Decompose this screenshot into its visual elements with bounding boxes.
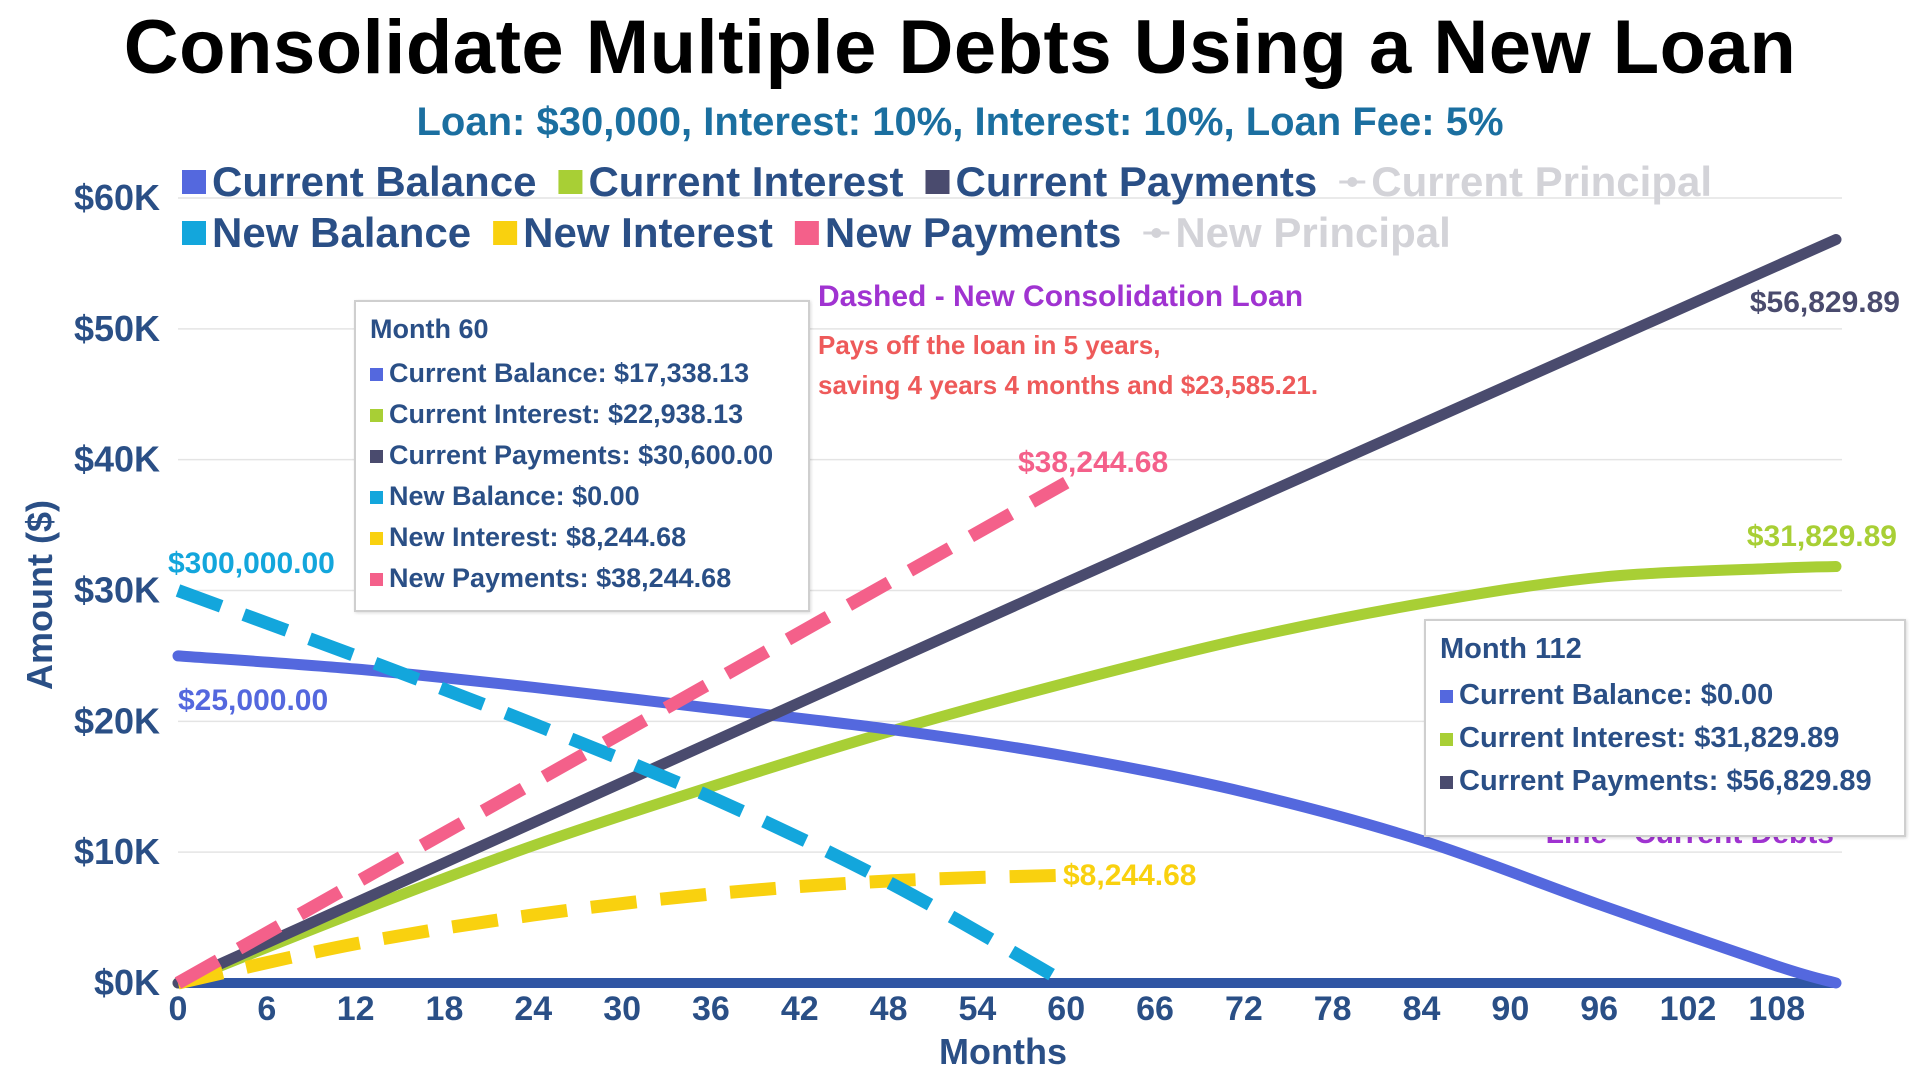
tooltip-row: Current Interest: $31,829.89 [1440,717,1890,760]
tooltip-row: Current Balance: $17,338.13 [370,353,794,394]
x-axis-title: Months [939,1031,1067,1072]
x-tick-label: 102 [1660,990,1717,1028]
tooltip-swatch [1440,732,1453,746]
tooltip-month-60: Month 60 Current Balance: $17,338.13 Curr… [354,300,810,612]
chart-title: Consolidate Multiple Debts Using a New L… [123,5,1797,90]
tooltip-swatch [370,368,383,382]
tooltip-text: Current Balance: $17,338.13 [389,358,750,388]
tooltip-text: Current Payments: $30,600.00 [389,440,774,470]
y-tick-label: $40K [74,439,160,480]
legend-swatch [493,221,518,245]
legend-dot-marker [1151,228,1162,238]
y-tick-label: $30K [74,570,160,611]
x-tick-label: 24 [514,990,552,1028]
legend-swatch [794,221,819,245]
y-tick-label: $60K [74,177,160,218]
y-axis-title: Amount ($) [19,500,60,690]
tooltip-swatch [370,573,383,587]
x-tick-label: 30 [603,990,641,1028]
series-new-balance [175,584,1070,989]
series-lines [172,233,1842,990]
y-axis-ticks: $0K $10K $20K $30K $40K $50K $60K [74,177,160,1003]
series-current-balance [172,650,1842,989]
legend-label: New Principal [1175,209,1450,256]
label-new-payments-end: $38,244.68 [1018,446,1168,479]
tooltip-text: Current Balance: $0.00 [1459,679,1774,711]
x-tick-label: 84 [1403,990,1441,1028]
savings-note-line1: Pays off the loan in 5 years, [818,330,1160,360]
legend-label: Current Principal [1371,158,1712,205]
y-tick-label: $0K [94,962,160,1003]
series-current-interest [172,561,1842,989]
tooltip-text: Current Interest: $31,829.89 [1459,722,1840,754]
series-new-interest [176,868,1067,990]
tooltip-text: Current Payments: $56,829.89 [1459,765,1872,797]
tooltip-row: Current Payments: $30,600.00 [370,435,794,476]
tooltip-month-112: Month 112 Current Balance: $0.00 Current … [1424,619,1906,837]
y-tick-label: $20K [74,700,160,741]
x-tick-label: 6 [257,990,276,1028]
x-tick-label: 96 [1580,990,1618,1028]
y-tick-label: $50K [74,308,160,349]
tooltip-swatch [370,409,383,423]
tooltip-row: Current Interest: $22,938.13 [370,394,794,435]
x-tick-label: 36 [692,990,730,1028]
legend-label: New Interest [523,209,773,256]
tooltip-swatch [1440,775,1453,789]
tooltip-text: New Payments: $38,244.68 [389,563,732,593]
dashed-note: Dashed - New Consolidation Loan [818,280,1303,313]
x-tick-label: 78 [1314,990,1352,1028]
chart-subtitle: Loan: $30,000, Interest: 10%, Interest: … [416,100,1504,144]
tooltip-row: New Interest: $8,244.68 [370,517,794,558]
legend-label: Current Balance [212,158,536,205]
tooltip-row: Current Balance: $0.00 [1440,674,1890,717]
y-tick-label: $10K [74,831,160,872]
label-current-balance-start: $25,000.00 [178,684,328,717]
tooltip-text: New Interest: $8,244.68 [389,522,687,552]
tooltip-rows: Current Balance: $0.00 Current Interest: … [1440,674,1890,803]
legend-label: Current Interest [588,158,903,205]
legend-swatch [182,170,206,194]
tooltip-swatch [1440,689,1453,703]
tooltip-row: New Payments: $38,244.68 [370,558,794,599]
series-new-payments [174,476,1070,989]
legend-swatch [925,170,950,194]
legend-swatch [182,221,206,245]
series-current-payments [172,233,1842,989]
tooltip-text: Current Interest: $22,938.13 [389,399,744,429]
legend-swatch [558,170,583,194]
x-tick-label: 0 [169,990,188,1028]
x-tick-label: 90 [1491,990,1529,1028]
legend: Current Balance Current Interest Current P… [182,158,1712,256]
legend-label: Current Payments [956,158,1318,205]
label-new-balance-start: $300,000.00 [168,547,335,580]
tooltip-swatch [370,532,383,546]
x-tick-label: 12 [337,990,375,1028]
x-tick-label: 54 [958,990,996,1028]
label-current-interest-end: $31,829.89 [1747,520,1897,553]
tooltip-row: New Balance: $0.00 [370,476,794,517]
tooltip-row: Current Payments: $56,829.89 [1440,760,1890,803]
label-new-interest-end: $8,244.68 [1063,859,1196,892]
tooltip-title: Month 60 [370,314,489,344]
tooltip-swatch [370,491,383,505]
x-tick-label: 66 [1136,990,1174,1028]
tooltip-text: New Balance: $0.00 [389,481,640,511]
savings-note-line2: saving 4 years 4 months and $23,585.21. [818,370,1318,400]
x-tick-label: 72 [1225,990,1263,1028]
x-axis-ticks: 0 6 12 18 24 30 36 42 48 54 60 66 72 78 84 90 96 102 108 [169,990,1806,1028]
legend-label: New Payments [825,209,1121,256]
legend-dot-marker [1347,177,1358,187]
x-tick-label: 60 [1047,990,1085,1028]
label-current-payments-end: $56,829.89 [1750,286,1900,319]
x-tick-label: 48 [870,990,908,1028]
x-tick-label: 42 [781,990,819,1028]
legend-label: New Balance [212,209,471,256]
x-tick-label: 108 [1748,990,1805,1028]
tooltip-rows: Current Balance: $17,338.13 Current Inter… [370,353,794,599]
tooltip-swatch [370,450,383,464]
x-tick-label: 18 [426,990,464,1028]
tooltip-title: Month 112 [1440,633,1582,665]
